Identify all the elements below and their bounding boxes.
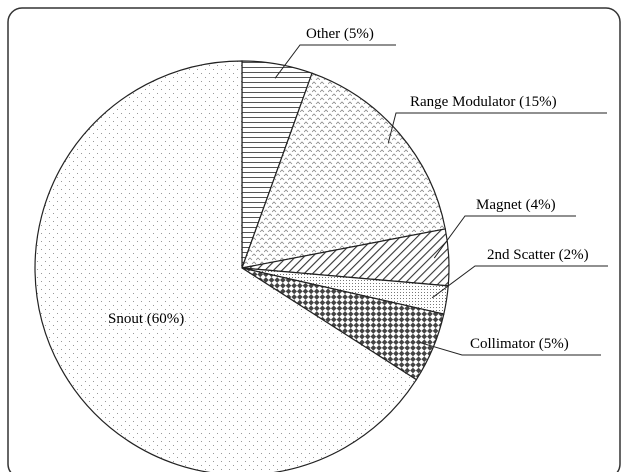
slice-label: Range Modulator (15%) [410, 94, 557, 110]
value-label: (60%) [147, 311, 185, 327]
category-name: Snout [108, 311, 144, 327]
leader-line [387, 112, 607, 143]
value-label: (2%) [559, 247, 589, 263]
value-label: (15%) [519, 94, 557, 110]
leader-line [431, 265, 608, 299]
slice-label: Other (5%) [306, 26, 374, 42]
value-label: (5%) [344, 26, 374, 42]
pie-slice [34, 60, 418, 472]
slice-label: Magnet (4%) [476, 197, 556, 213]
slice-label: 2nd Scatter (2%) [487, 247, 589, 263]
value-label: (5%) [539, 336, 569, 352]
category-name: Collimator [470, 336, 535, 352]
leader-line [419, 341, 601, 356]
category-name: 2nd Scatter [487, 247, 555, 263]
leader-line [433, 215, 576, 259]
slice-label: Snout (60%) [108, 311, 184, 327]
category-name: Range Modulator [410, 94, 515, 110]
category-name: Other [306, 26, 340, 42]
plot: Other (5%) Range Modulator (15%) Magnet (4… [34, 26, 608, 472]
leader-line [274, 44, 396, 79]
value-label: (4%) [526, 197, 556, 213]
category-name: Magnet [476, 197, 523, 213]
pie-slice [241, 72, 446, 269]
slice-label: Collimator (5%) [470, 336, 569, 352]
